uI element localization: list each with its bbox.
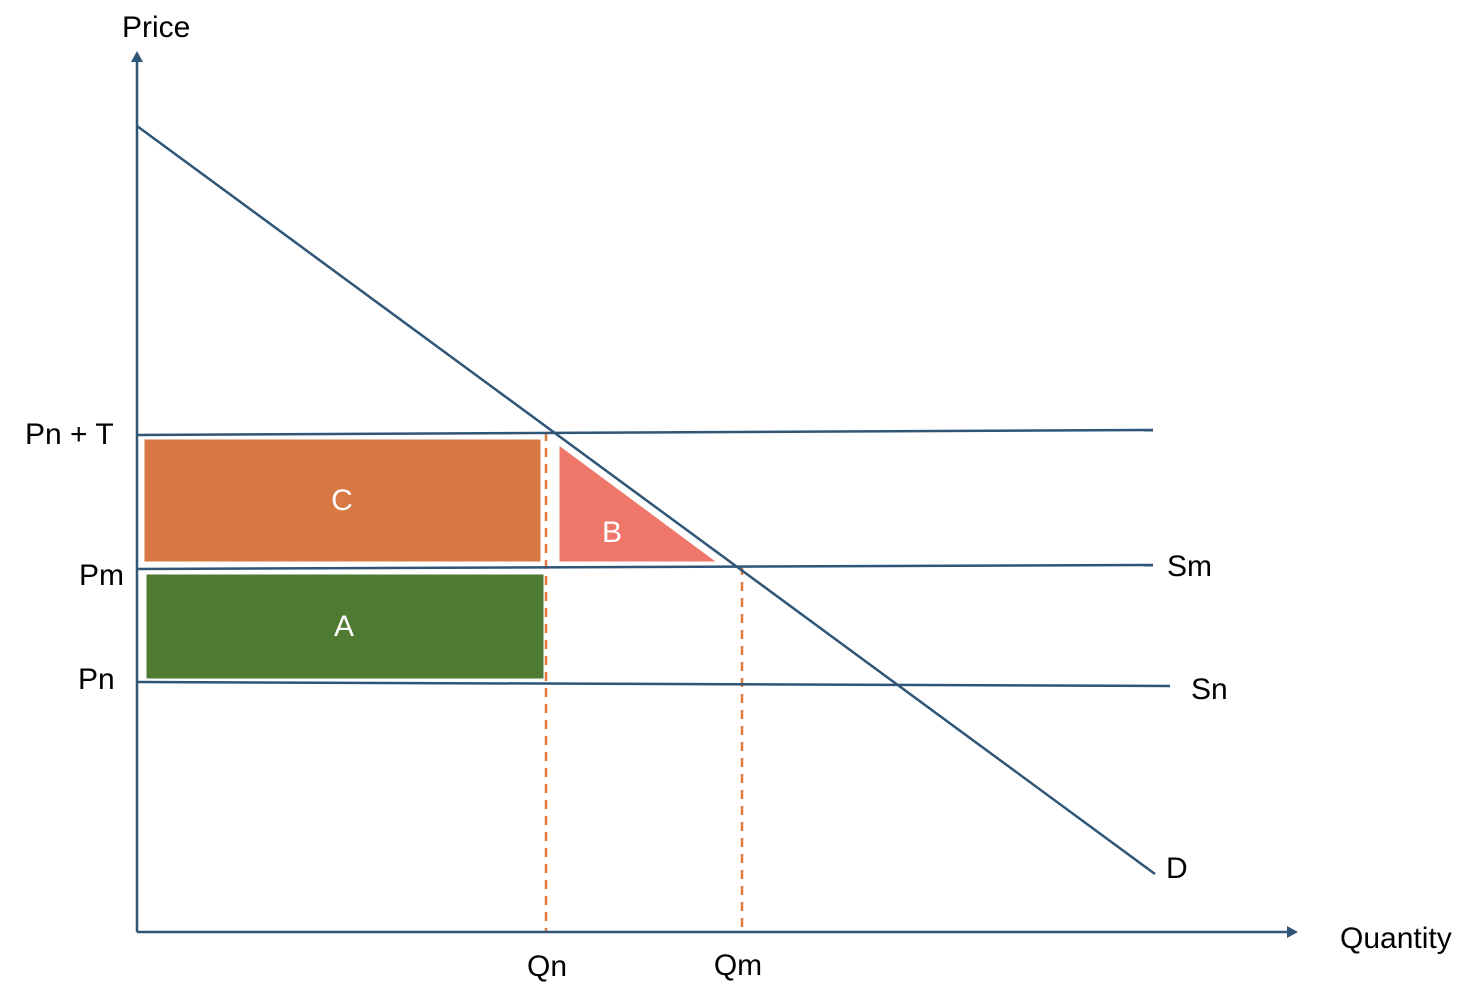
area-a-label: A bbox=[334, 610, 354, 643]
price-label-pm: Pm bbox=[79, 559, 124, 592]
quantity-label-qm: Qm bbox=[714, 949, 762, 982]
area-c-label: C bbox=[331, 484, 353, 517]
y-axis-arrow bbox=[131, 51, 143, 62]
demand-line bbox=[136, 124, 1156, 876]
area-c bbox=[141, 436, 544, 565]
sm-line bbox=[136, 563, 1154, 571]
y-axis-title: Price bbox=[122, 11, 190, 44]
curve-label-sm: Sm bbox=[1167, 550, 1212, 583]
price-label-pn: Pn bbox=[78, 663, 115, 696]
x-axis-arrow bbox=[1287, 926, 1298, 938]
area-b bbox=[556, 440, 725, 565]
price-label-pn-t: Pn + T bbox=[25, 418, 114, 451]
curve-label-sn: Sn bbox=[1191, 673, 1228, 706]
x-axis-title: Quantity bbox=[1340, 922, 1452, 955]
quantity-label-qn: Qn bbox=[527, 950, 567, 983]
pn-t-line bbox=[136, 428, 1154, 437]
area-b-label: B bbox=[602, 516, 622, 549]
area-a bbox=[143, 571, 547, 682]
curve-label-d: D bbox=[1166, 852, 1188, 885]
sn-line bbox=[136, 680, 1171, 688]
